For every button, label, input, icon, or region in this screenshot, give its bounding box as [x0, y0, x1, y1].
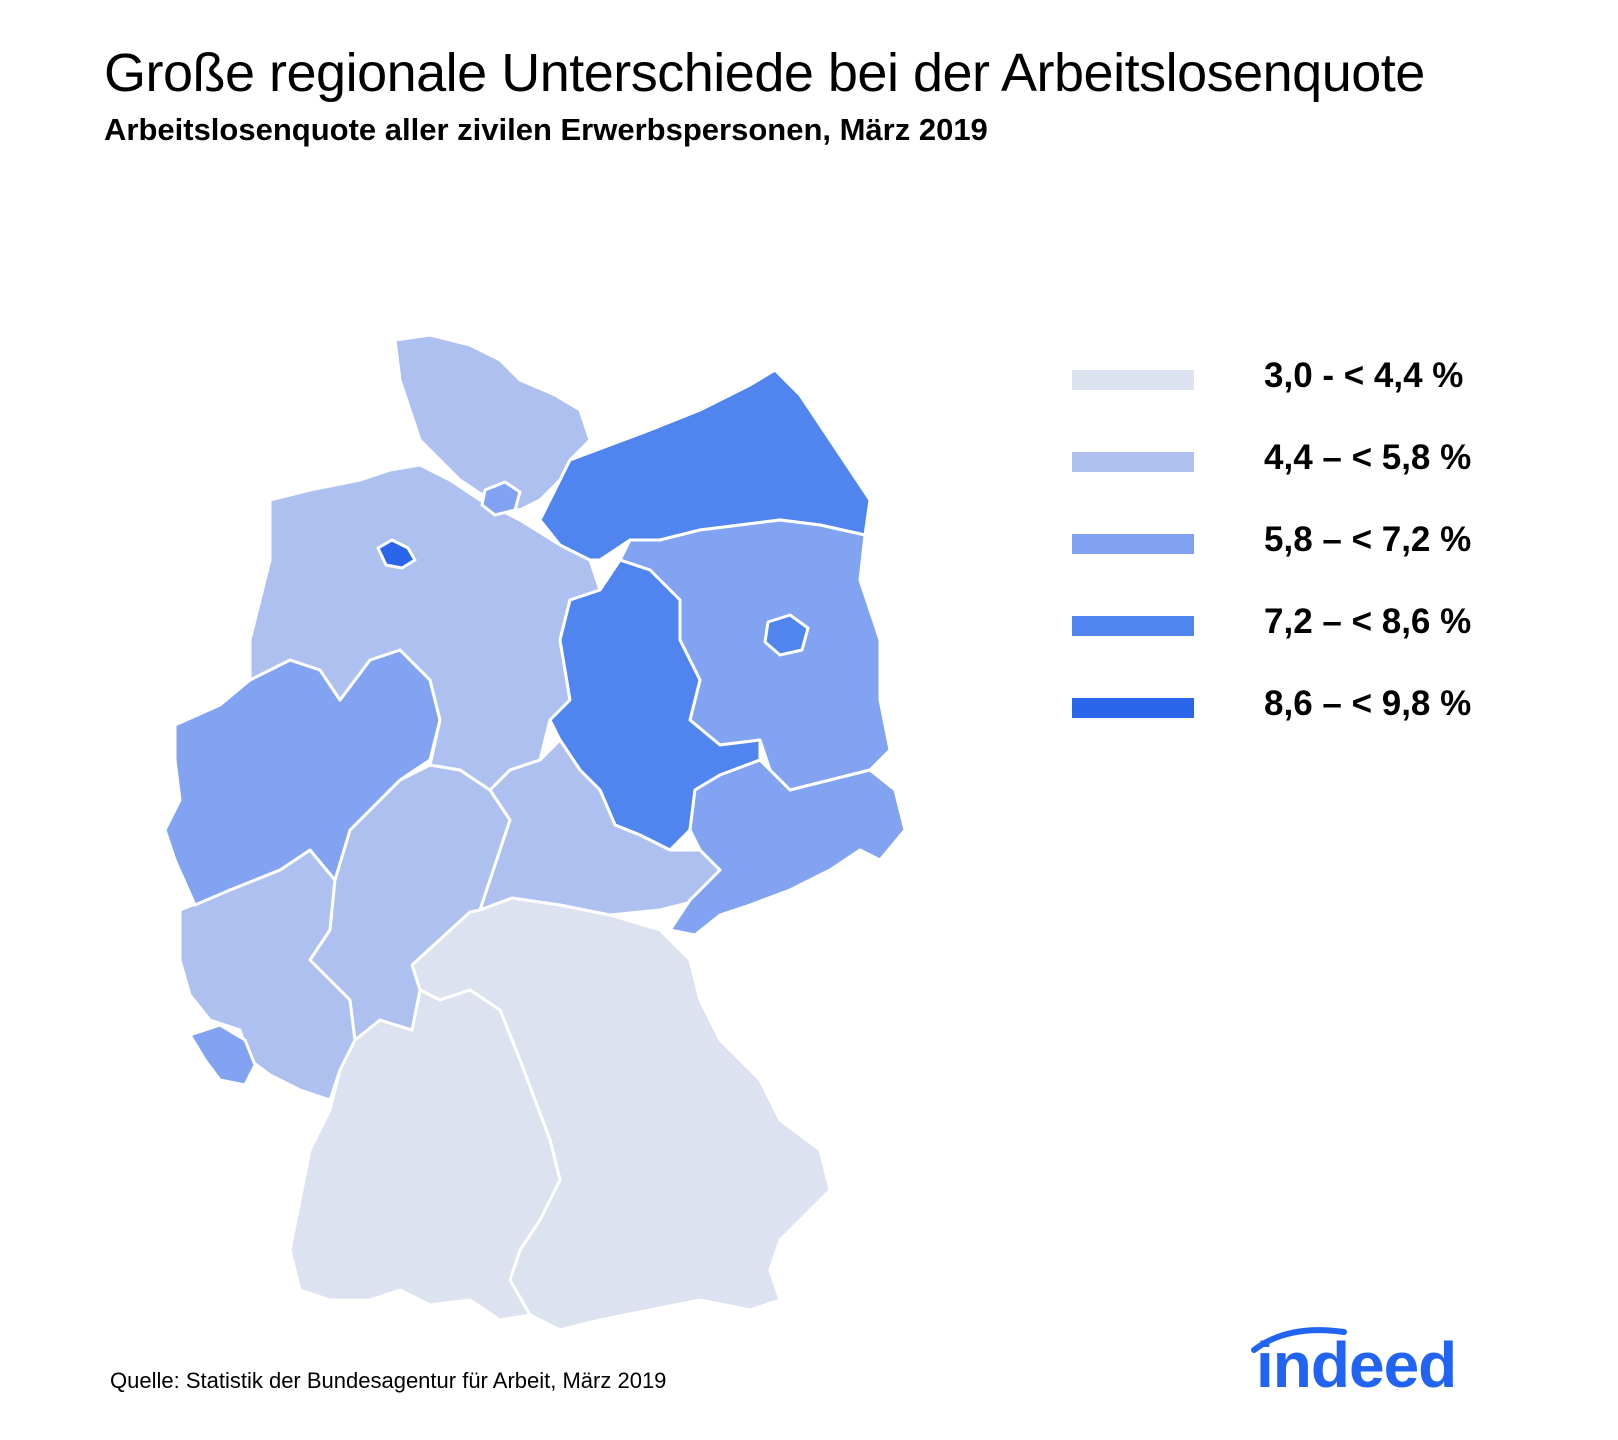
region-sachsen	[668, 758, 907, 937]
region-bremen	[376, 538, 417, 570]
legend-item: 7,2 – < 8,6 %	[1072, 598, 1552, 680]
legend-item: 3,0 - < 4,4 %	[1072, 352, 1552, 434]
indeed-logo: indeed	[1256, 1329, 1457, 1401]
legend-swatch	[1072, 534, 1194, 554]
legend-swatch	[1072, 370, 1194, 390]
legend-label: 7,2 – < 8,6 %	[1264, 602, 1472, 641]
legend-item: 8,6 – < 9,8 %	[1072, 680, 1552, 762]
page-subtitle: Arbeitslosenquote aller zivilen Erwerbsp…	[104, 112, 988, 147]
legend-swatch	[1072, 698, 1194, 718]
region-hamburg	[480, 480, 522, 517]
source-note: Quelle: Statistik der Bundesagentur für …	[110, 1368, 667, 1393]
legend-swatch	[1072, 452, 1194, 472]
region-saarland	[188, 1023, 257, 1087]
indeed-logo-arc-icon	[1251, 1327, 1347, 1353]
legend-label: 3,0 - < 4,4 %	[1264, 356, 1464, 395]
region-berlin	[763, 613, 810, 657]
legend-label: 8,6 – < 9,8 %	[1264, 684, 1472, 723]
legend-item: 5,8 – < 7,2 %	[1072, 516, 1552, 598]
region-baden-wuerttemberg	[288, 988, 562, 1322]
legend-swatch	[1072, 616, 1194, 636]
page-title: Große regionale Unterschiede bei der Arb…	[104, 43, 1425, 103]
legend: 3,0 - < 4,4 % 4,4 – < 5,8 % 5,8 – < 7,2 …	[1072, 352, 1552, 762]
legend-label: 5,8 – < 7,2 %	[1264, 520, 1472, 559]
legend-item: 4,4 – < 5,8 %	[1072, 434, 1552, 516]
legend-label: 4,4 – < 5,8 %	[1264, 438, 1472, 477]
